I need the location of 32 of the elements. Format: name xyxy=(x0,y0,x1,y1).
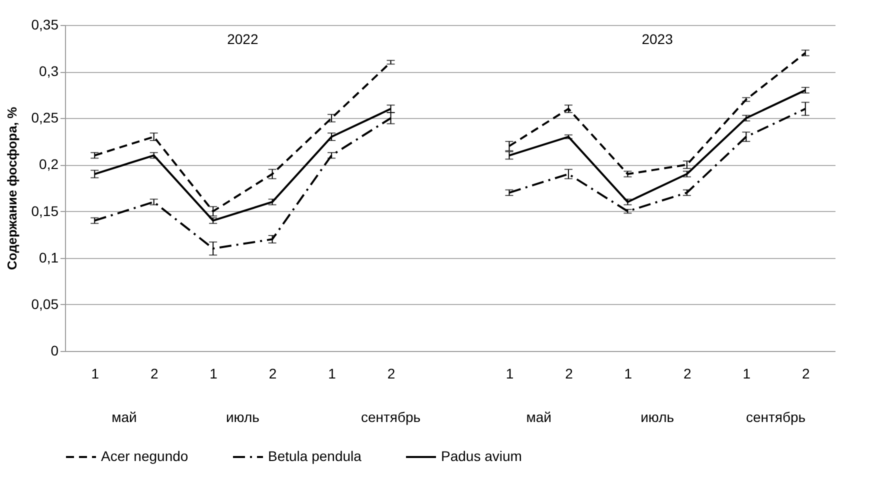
x-tick-label: 2 xyxy=(387,366,396,382)
y-tick-label: 0,15 xyxy=(31,202,59,219)
text: июль xyxy=(226,409,260,425)
annotation: 2023 xyxy=(642,31,674,47)
x-tick-label: 1 xyxy=(742,366,751,382)
x-tick-label: 2 xyxy=(684,366,692,382)
text: сентябрь xyxy=(746,409,806,425)
x-tick-label: 2 xyxy=(802,366,810,382)
text: май xyxy=(526,409,552,425)
x-tick-label: 1 xyxy=(91,366,100,382)
y-axis-title: Содержание фосфора, % xyxy=(4,106,20,270)
x-tick-label: 1 xyxy=(328,366,336,382)
y-tick-label: 0 xyxy=(50,342,59,358)
y-tick-label: 0,25 xyxy=(31,110,59,126)
y-tick-label: 0,05 xyxy=(31,296,59,312)
text: сентябрь xyxy=(360,409,421,425)
y-tick-label: 0,2 xyxy=(39,156,59,172)
x-tick-label: 2 xyxy=(565,366,574,382)
x-tick-label: 1 xyxy=(506,366,514,382)
text: май xyxy=(112,409,137,425)
x-tick-label: 2 xyxy=(150,366,158,382)
legend-label: Betula pendula xyxy=(268,448,362,464)
y-tick-label: 0,3 xyxy=(39,63,59,80)
text: июль xyxy=(640,409,674,425)
legend-label: Padus avium xyxy=(441,448,522,464)
x-tick-label: 1 xyxy=(624,366,632,382)
legend-label: Acer negundo xyxy=(101,448,188,464)
y-tick-label: 0,35 xyxy=(31,16,59,32)
annotation: 2022 xyxy=(227,31,258,47)
y-tick-label: 0,1 xyxy=(39,249,59,266)
x-tick-label: 2 xyxy=(268,366,277,382)
x-tick-label: 1 xyxy=(210,366,218,382)
